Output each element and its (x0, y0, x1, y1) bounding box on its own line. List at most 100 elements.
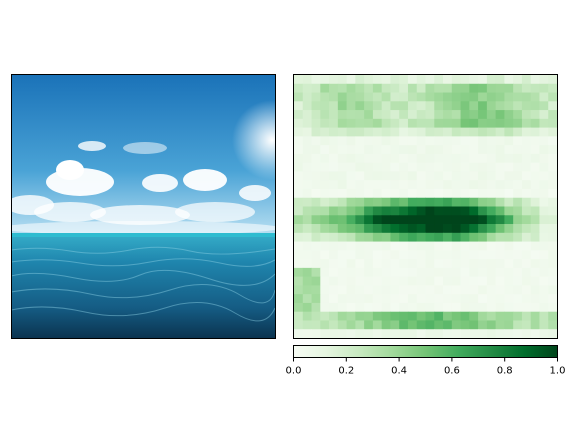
heatmap-cell (337, 232, 347, 242)
heatmap-cell (364, 118, 374, 128)
heatmap-cell (294, 206, 304, 216)
heatmap-cell (407, 171, 418, 181)
heatmap-cell (486, 197, 497, 207)
heatmap-cell (390, 294, 400, 304)
heatmap-cell (539, 180, 549, 190)
heatmap-cell (381, 110, 391, 120)
heatmap-cell (504, 162, 514, 172)
heatmap-cell (451, 267, 461, 278)
heatmap-cell (329, 110, 339, 120)
heatmap-cell (495, 232, 505, 242)
heatmap-cell (320, 101, 330, 111)
heatmap-cell (372, 75, 383, 85)
heatmap-cell (486, 92, 497, 102)
heatmap-cell (548, 188, 558, 199)
heatmap-cell (381, 276, 391, 286)
heatmap-cell (399, 110, 409, 120)
heatmap-cell (346, 267, 356, 278)
heatmap-cell (416, 215, 426, 225)
heatmap-cell (443, 180, 453, 190)
heatmap-cell (434, 188, 444, 199)
heatmap-cell (513, 92, 523, 102)
heatmap-cell (451, 215, 461, 225)
heatmap-cell (390, 83, 400, 93)
heatmap-cell (416, 197, 426, 207)
heatmap-cell (372, 153, 383, 164)
heatmap-cell (530, 162, 540, 172)
heatmap-cell (399, 83, 409, 93)
heatmap-cell (486, 206, 497, 216)
heatmap-cell (407, 232, 418, 242)
heatmap-cell (294, 285, 304, 295)
heatmap-cell (443, 329, 453, 339)
heatmap-cell (390, 241, 400, 251)
heatmap-cell (513, 83, 523, 93)
heatmap-cell (495, 320, 505, 330)
heatmap-cell (407, 294, 418, 304)
heatmap-cell (329, 276, 339, 286)
heatmap-cell (478, 180, 488, 190)
heatmap-cell (381, 153, 391, 164)
heatmap-cell (311, 206, 321, 216)
heatmap-cell (434, 302, 444, 313)
heatmap-cell (443, 320, 453, 330)
heatmap-cell (329, 145, 339, 155)
heatmap-cell (364, 197, 374, 207)
heatmap-cell (539, 83, 549, 93)
heatmap-cell (425, 153, 435, 164)
heatmap-cell (294, 101, 304, 111)
heatmap-cell (355, 311, 365, 321)
heatmap-cell (460, 224, 470, 234)
heatmap-cell (416, 110, 426, 120)
heatmap-cell (294, 118, 304, 128)
heatmap-cell (504, 241, 514, 251)
heatmap-cell (302, 145, 312, 155)
heatmap-cell (434, 180, 444, 190)
heatmap-cell (513, 259, 523, 269)
heatmap-cell (513, 302, 523, 313)
heatmap-cell (329, 224, 339, 234)
heatmap-cell (478, 153, 488, 164)
heatmap-cell (302, 118, 312, 128)
heatmap-cell (329, 180, 339, 190)
heatmap-cell (399, 75, 409, 85)
heatmap-cell (416, 153, 426, 164)
heatmap-cell (495, 285, 505, 295)
heatmap-cell (390, 302, 400, 313)
heatmap-cell (416, 75, 426, 85)
heatmap-cell (337, 294, 347, 304)
heatmap-cell (416, 136, 426, 146)
heatmap-cell (294, 110, 304, 120)
heatmap-cell (434, 136, 444, 146)
heatmap-cell (416, 241, 426, 251)
heatmap-cell (443, 92, 453, 102)
heatmap-cell (407, 276, 418, 286)
heatmap-cell (495, 162, 505, 172)
heatmap-cell (346, 294, 356, 304)
heatmap-cell (434, 197, 444, 207)
heatmap-cell (434, 232, 444, 242)
heatmap-cell (504, 83, 514, 93)
heatmap-cell (355, 232, 365, 242)
heatmap-cell (407, 259, 418, 269)
heatmap-cell (495, 241, 505, 251)
heatmap-cell (364, 127, 374, 137)
heatmap-cell (311, 276, 321, 286)
heatmap-cell (539, 118, 549, 128)
heatmap-cell (329, 320, 339, 330)
heatmap-cell (425, 101, 435, 111)
heatmap-cell (434, 267, 444, 278)
heatmap-cell (372, 232, 383, 242)
heatmap-cell (504, 118, 514, 128)
heatmap-cell (495, 224, 505, 234)
heatmap-cell (381, 188, 391, 199)
heatmap-cell (425, 171, 435, 181)
heatmap-cell (355, 118, 365, 128)
heatmap-cell (399, 285, 409, 295)
heatmap-cell (513, 206, 523, 216)
heatmap-cell (434, 153, 444, 164)
heatmap-cell (399, 259, 409, 269)
heatmap-cell (539, 276, 549, 286)
heatmap-cell (548, 180, 558, 190)
